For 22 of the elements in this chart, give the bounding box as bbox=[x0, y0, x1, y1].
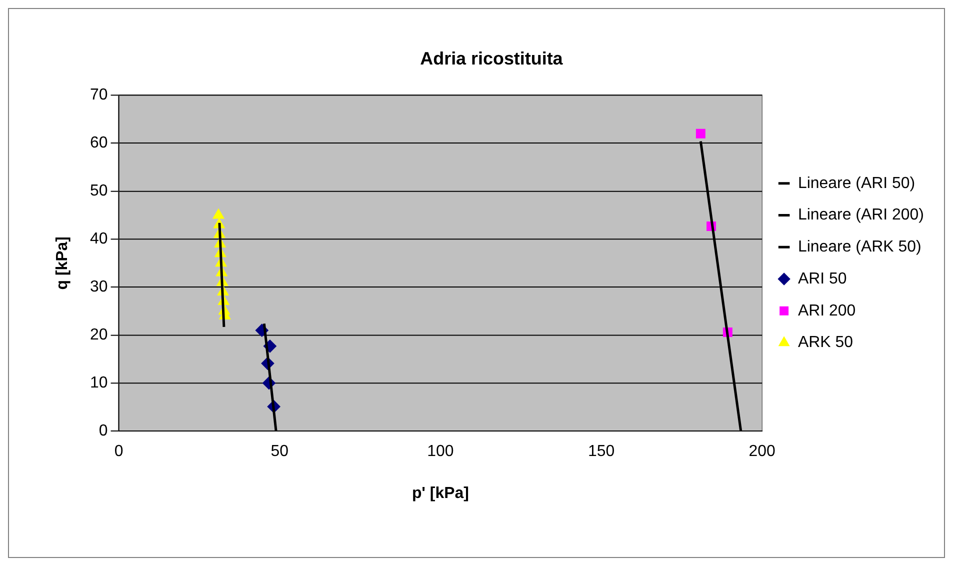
legend-label: Lineare (ARI 50) bbox=[798, 174, 916, 192]
y-tick-label: 30 bbox=[90, 278, 108, 296]
y-tick-label: 40 bbox=[90, 230, 108, 248]
y-tick-label: 50 bbox=[90, 182, 108, 200]
x-tick-label: 200 bbox=[748, 442, 776, 460]
y-axis-title: q [kPa] bbox=[54, 236, 71, 290]
y-tick-label: 10 bbox=[90, 374, 108, 392]
y-tick-label: 70 bbox=[90, 86, 108, 104]
legend-label: ARI 200 bbox=[798, 302, 856, 320]
y-tick-label: 0 bbox=[98, 422, 108, 440]
x-axis-title: p' [kPa] bbox=[412, 485, 469, 502]
legend-label: ARI 50 bbox=[798, 270, 847, 288]
x-tick-label: 0 bbox=[114, 442, 124, 460]
y-tick-label: 60 bbox=[90, 134, 108, 152]
x-tick-label: 50 bbox=[270, 442, 289, 460]
y-tick-label: 20 bbox=[90, 326, 108, 344]
legend-label: ARK 50 bbox=[798, 334, 854, 352]
legend-label: Lineare (ARI 200) bbox=[798, 206, 924, 224]
chart-title: Adria ricostituita bbox=[420, 48, 564, 69]
legend-label: Lineare (ARK 50) bbox=[798, 238, 922, 256]
x-tick-label: 150 bbox=[588, 442, 615, 460]
x-tick-label: 100 bbox=[427, 442, 454, 460]
